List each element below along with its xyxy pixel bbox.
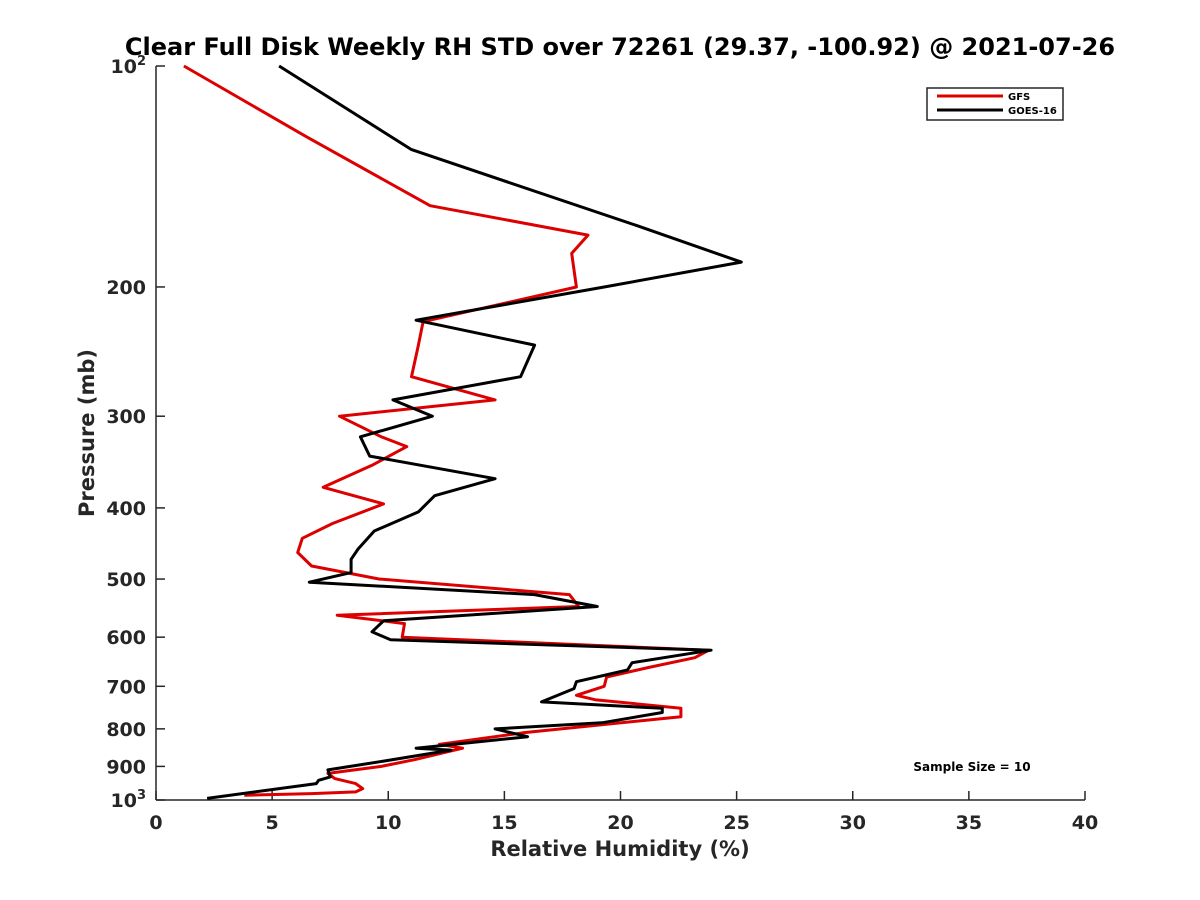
legend: GFS GOES-16 [926,87,1064,121]
x-tick-label: 30 [840,812,866,834]
y-tick-label: 600 [106,627,146,649]
series-lines [183,64,743,800]
y-tick-label: 400 [106,498,146,520]
y-tick-label: 102 [111,54,147,78]
x-tick-label: 25 [723,812,749,834]
x-axis-label: Relative Humidity (%) [490,837,749,861]
y-tick-label: 900 [106,756,146,778]
legend-label-goes16: GOES-16 [1008,106,1057,117]
series-line-goes16 [206,64,743,800]
x-axis-ticks: 0 5 10 15 20 25 30 35 40 [149,791,1098,834]
y-tick-label: 500 [106,569,146,591]
y-tick-label: 800 [106,719,146,741]
x-tick-label: 0 [149,812,162,834]
x-tick-label: 40 [1072,812,1098,834]
y-tick-label: 103 [111,788,147,812]
legend-box [926,87,1064,121]
legend-label-gfs: GFS [1008,92,1030,103]
x-tick-label: 35 [956,812,982,834]
x-tick-label: 15 [491,812,517,834]
series-line-gfs [183,64,711,797]
y-axis-ticks: 102 200 300 400 500 600 700 800 900 103 [106,54,165,812]
sample-size-annotation: Sample Size = 10 [913,760,1030,774]
y-tick-label: 700 [106,676,146,698]
x-tick-label: 20 [607,812,633,834]
y-tick-label: 300 [106,406,146,428]
x-tick-label: 5 [266,812,279,834]
y-tick-label: 200 [106,277,146,299]
chart-title: Clear Full Disk Weekly RH STD over 72261… [125,33,1115,61]
y-axis-label: Pressure (mb) [75,349,99,517]
x-tick-label: 10 [375,812,401,834]
